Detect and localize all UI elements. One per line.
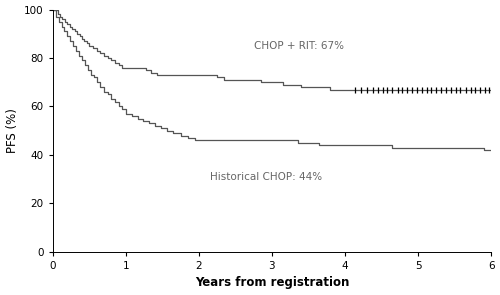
Y-axis label: PFS (%): PFS (%) [6, 108, 18, 153]
Text: Historical CHOP: 44%: Historical CHOP: 44% [210, 172, 322, 182]
Text: CHOP + RIT: 67%: CHOP + RIT: 67% [254, 41, 344, 51]
X-axis label: Years from registration: Years from registration [195, 276, 349, 289]
